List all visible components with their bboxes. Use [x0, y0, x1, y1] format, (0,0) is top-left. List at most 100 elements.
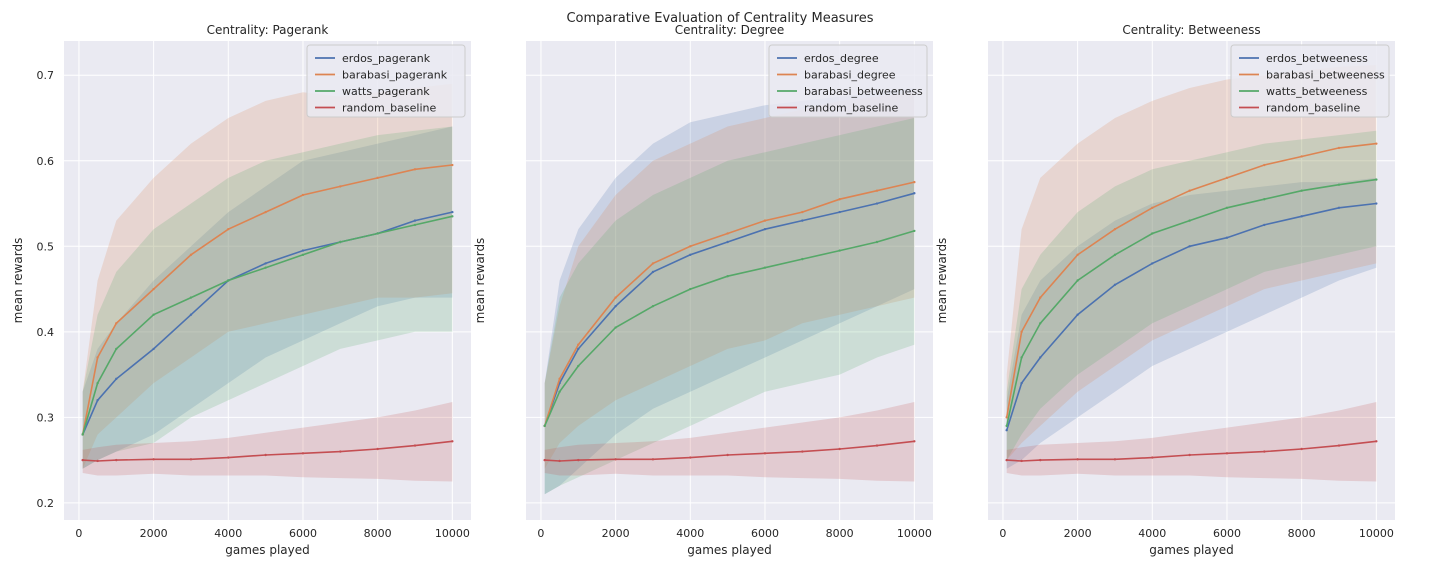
data-point-random_baseline [1375, 440, 1378, 443]
data-point-barabasi_betweeness [1225, 176, 1229, 180]
x-axis-label: games played [1149, 543, 1234, 557]
series-line-watts_pagerank [81, 215, 453, 435]
data-point-random_baseline [689, 456, 692, 459]
series-line-random_baseline [82, 440, 453, 462]
band-random_baseline [82, 402, 453, 482]
data-point-erdos_betweeness [1188, 245, 1191, 248]
data-point-random_baseline [913, 440, 916, 443]
data-point-erdos_degree [875, 202, 879, 205]
legend: erdos_pagerank barabasi_pagerank watts_pag… [306, 44, 466, 118]
data-point-random_baseline [577, 458, 580, 462]
band-barabasi_betweeness [544, 118, 915, 495]
data-point-erdos_degree [614, 304, 617, 308]
data-point-random_baseline [763, 452, 767, 455]
legend-label: erdos_degree [804, 52, 879, 65]
plot-background [526, 41, 933, 520]
data-point-erdos_betweeness [1020, 381, 1023, 385]
data-point-erdos_degree [577, 347, 580, 351]
x-tick-label: 10000 [1359, 527, 1394, 540]
data-point-barabasi_pagerank [152, 287, 155, 291]
data-point-random_baseline [1225, 452, 1229, 455]
data-point-erdos_degree [651, 270, 655, 274]
band-random_baseline [1006, 402, 1377, 482]
data-point-barabasi_betweeness [1151, 206, 1154, 209]
data-point-watts_pagerank [264, 266, 267, 269]
data-point-barabasi_degree [651, 262, 655, 265]
data-point-barabasi_betweeness [614, 326, 617, 329]
data-point-barabasi_betweeness [1263, 163, 1266, 167]
series-line-random_baseline [1006, 440, 1377, 462]
data-point-erdos_pagerank [96, 399, 99, 402]
legend-label: barabasi_betweeness [804, 85, 923, 98]
chart-panel-1: 0.2 0.3 0.4 0.5 0.6 0.7 0 2000 4000 6000 8000 10000… [11, 23, 471, 557]
data-point-watts_betweeness [1076, 279, 1079, 282]
legend: erdos_degree barabasi_degree barabasi_betw… [768, 44, 928, 118]
data-point-random_baseline [614, 458, 617, 461]
x-tick-label: 8000 [1288, 527, 1316, 540]
panel-title: Centrality: Degree [675, 23, 785, 37]
panel-title: Centrality: Betweeness [1122, 23, 1260, 37]
data-point-barabasi_degree [726, 232, 729, 235]
data-point-random_baseline [1151, 456, 1154, 459]
x-tick-label: 10000 [897, 527, 932, 540]
data-point-erdos_degree [801, 219, 804, 222]
data-point-watts_betweeness [1113, 253, 1117, 257]
chart-panel-3: 0 2000 4000 6000 8000 10000 Centrality: Betwee… [935, 23, 1395, 557]
data-point-random_baseline [1039, 458, 1042, 462]
data-point-watts_pagerank [81, 433, 84, 436]
band-barabasi_betweeness [1006, 65, 1377, 461]
data-point-erdos_betweeness [1039, 356, 1042, 359]
data-point-barabasi_degree [614, 296, 617, 299]
data-point-barabasi_degree [801, 210, 804, 214]
data-point-barabasi_degree [913, 180, 916, 184]
data-point-watts_pagerank [189, 296, 193, 299]
data-point-random_baseline [1076, 458, 1079, 461]
data-point-random_baseline [413, 444, 417, 447]
legend-label: barabasi_pagerank [342, 69, 448, 82]
data-point-erdos_betweeness [1151, 262, 1154, 265]
band-erdos_degree [544, 88, 915, 495]
series-line-erdos_degree [543, 192, 915, 427]
y-axis-label: mean rewards [473, 238, 487, 324]
data-point-barabasi_betweeness [577, 364, 580, 368]
data-point-erdos_betweeness [1113, 283, 1117, 286]
data-point-watts_pagerank [115, 347, 118, 351]
y-tick-label: 0.2 [37, 497, 55, 510]
data-point-erdos_degree [913, 192, 916, 195]
legend-box [306, 44, 466, 118]
data-point-barabasi_pagerank [376, 176, 379, 180]
data-point-erdos_degree [726, 240, 729, 244]
plot-background [64, 41, 471, 520]
data-point-random_baseline [838, 447, 841, 451]
data-point-watts_betweeness [1225, 206, 1229, 209]
y-tick-label: 0.3 [37, 411, 55, 424]
data-point-random_baseline [81, 458, 84, 462]
data-point-random_baseline [1005, 458, 1008, 462]
x-tick-label: 6000 [751, 527, 779, 540]
data-point-barabasi_betweeness [1375, 142, 1378, 145]
band-watts_betweeness [1006, 130, 1377, 461]
data-point-watts_pagerank [301, 253, 305, 257]
legend-label: random_baseline [804, 102, 898, 115]
x-tick-label: 2000 [140, 527, 168, 540]
data-point-random_baseline [651, 458, 655, 461]
data-point-erdos_degree [689, 253, 692, 257]
data-point-barabasi_betweeness [689, 287, 692, 291]
x-tick-label: 0 [537, 527, 544, 540]
data-point-watts_pagerank [339, 240, 342, 244]
data-point-random_baseline [264, 453, 267, 457]
data-point-erdos_pagerank [301, 249, 305, 252]
data-point-watts_pagerank [376, 232, 379, 235]
x-tick-label: 6000 [1213, 527, 1241, 540]
data-point-barabasi_pagerank [189, 253, 193, 257]
legend-label: erdos_betweeness [1266, 52, 1368, 65]
legend-label: barabasi_degree [804, 69, 896, 82]
data-point-watts_betweeness [1188, 219, 1191, 222]
data-point-erdos_degree [838, 210, 841, 214]
data-point-barabasi_betweeness [651, 304, 655, 308]
legend: erdos_betweeness barabasi_betweenesswatts… [1230, 44, 1390, 118]
series-line-barabasi_pagerank [81, 164, 453, 435]
data-point-barabasi_betweeness [801, 257, 804, 261]
